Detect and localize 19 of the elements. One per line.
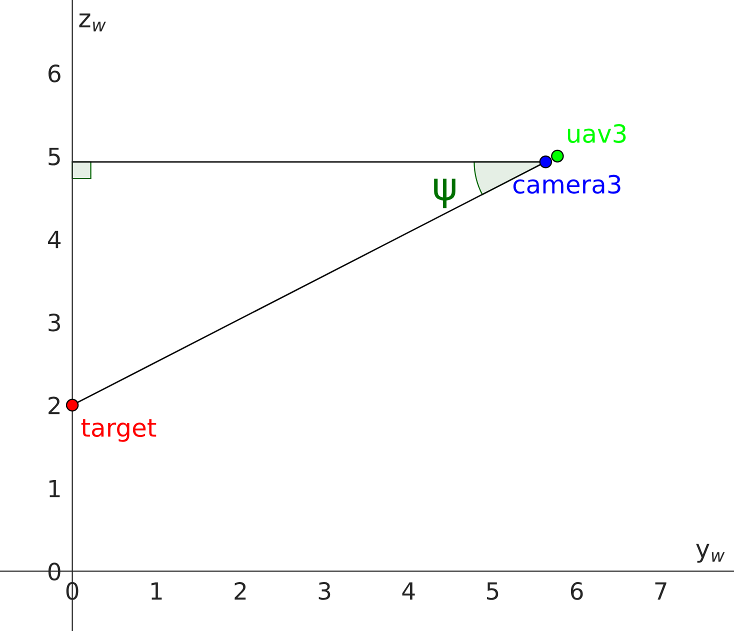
y-tick-label: 1 xyxy=(49,480,60,498)
y-tick-label: 3 xyxy=(48,314,60,332)
y-tick-label: 5 xyxy=(48,148,60,166)
x-tick-label: 5 xyxy=(487,582,498,600)
series-label: target xyxy=(81,419,156,442)
series-label: camera3 xyxy=(513,174,620,194)
annotation: ψ xyxy=(434,178,456,208)
x-tick-label: 3 xyxy=(318,582,330,600)
x-tick-label: 4 xyxy=(402,582,415,600)
x-tick-label: 2 xyxy=(234,582,246,600)
y-axis-title: z$_{w}$ xyxy=(79,14,106,32)
y-tick-label: 4 xyxy=(48,230,61,248)
series-label: uav3 xyxy=(568,124,626,143)
x-tick-label: 6 xyxy=(570,582,583,600)
x-axis-title: y$_{w}$ xyxy=(696,544,725,563)
x-tick-label: 1 xyxy=(151,582,162,600)
x-tick-label: 7 xyxy=(655,582,666,600)
y-tick-label: 6 xyxy=(48,64,60,82)
y-tick-label: 2 xyxy=(48,396,60,414)
